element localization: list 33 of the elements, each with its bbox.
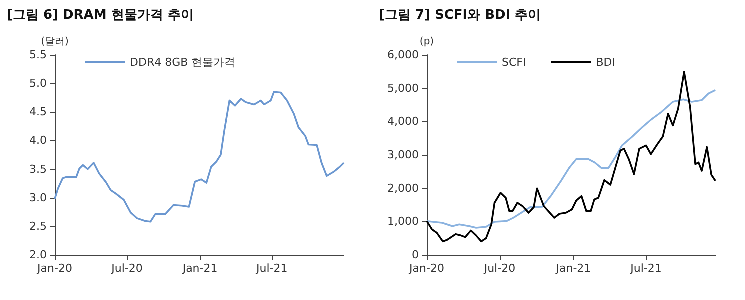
x-tick-label: Jul-20 xyxy=(110,262,143,275)
x-tick-label: Jul-21 xyxy=(630,262,662,275)
line-series xyxy=(54,91,345,223)
y-axis-title: (p) xyxy=(420,36,434,48)
x-tick-label: Jan-21 xyxy=(182,262,218,275)
y-tick-label: 3.5 xyxy=(30,162,47,176)
legend-label: SCFI xyxy=(502,56,526,69)
y-tick-label: 5.5 xyxy=(30,48,47,62)
y-tick-label: 2,000 xyxy=(388,182,419,195)
y-tick-label: 4.0 xyxy=(30,134,47,148)
line-series xyxy=(426,71,716,243)
y-tick-label: 0 xyxy=(412,248,419,262)
legend-label: BDI xyxy=(596,56,616,69)
legend-label: DDR4 8GB 현물가격 xyxy=(130,56,236,69)
y-tick-label: 6,000 xyxy=(388,48,419,62)
y-tick-label: 2.5 xyxy=(30,220,47,233)
chart-title: [그림 7] SCFI와 BDI 추이 xyxy=(379,8,542,23)
y-tick-label: 2.0 xyxy=(30,248,47,262)
x-tick-label: Jan-21 xyxy=(555,262,592,275)
y-tick-label: 3,000 xyxy=(388,148,419,162)
x-tick-label: Jul-21 xyxy=(256,262,288,275)
y-tick-label: 3.0 xyxy=(30,191,47,204)
x-tick-label: Jan-20 xyxy=(408,262,444,275)
x-tick-label: Jan-20 xyxy=(36,262,72,275)
chart-title: [그림 6] DRAM 현물가격 추이 xyxy=(7,8,194,23)
line-series xyxy=(426,89,716,229)
y-tick-label: 5,000 xyxy=(388,82,419,95)
x-tick-label: Jul-20 xyxy=(483,262,516,275)
y-tick-label: 1,000 xyxy=(388,215,419,228)
y-tick-label: 4,000 xyxy=(388,115,419,128)
y-axis-title: (달러) xyxy=(41,36,69,48)
y-tick-label: 4.5 xyxy=(30,106,47,119)
y-tick-label: 5.0 xyxy=(30,77,47,90)
